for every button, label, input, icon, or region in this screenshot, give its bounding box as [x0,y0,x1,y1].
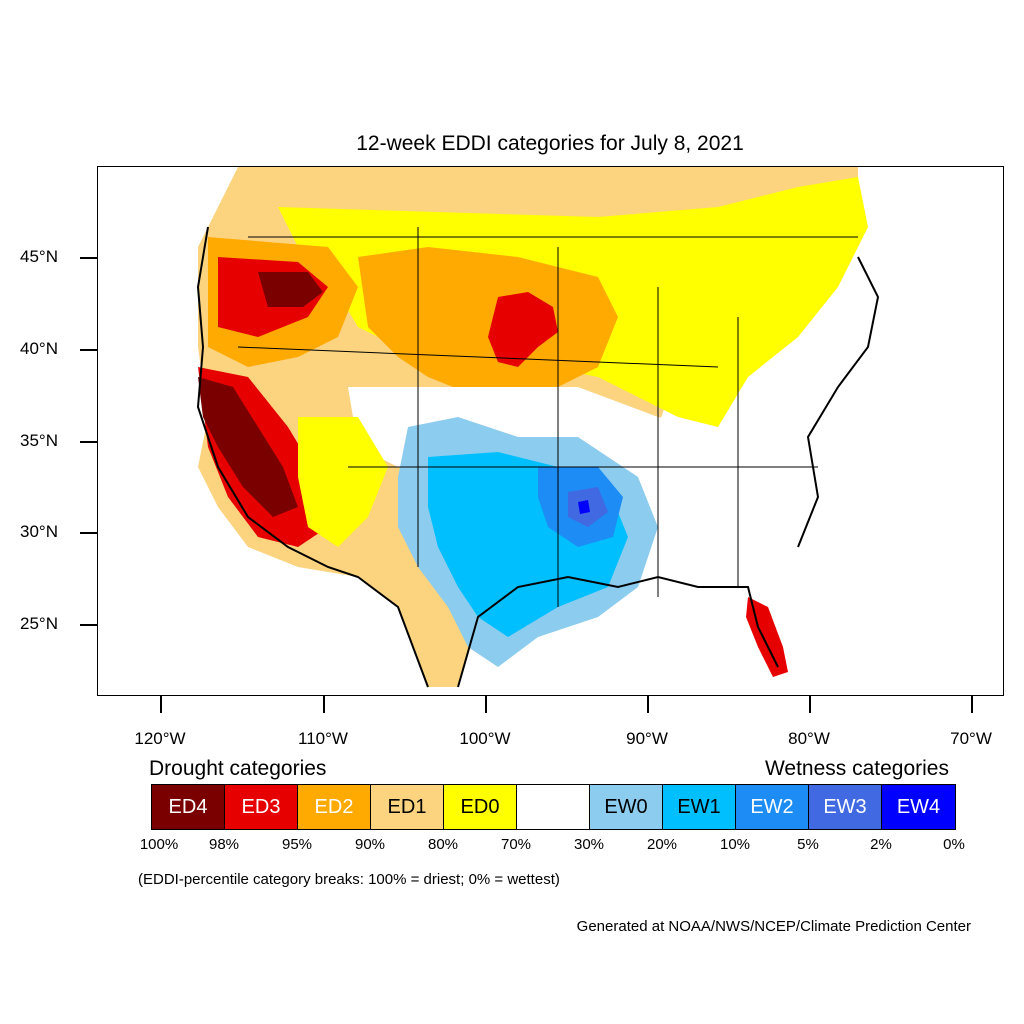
lat-tick [80,532,97,534]
lat-tick [80,624,97,626]
lon-tick [809,696,811,713]
region-ed3-plains [488,292,558,367]
percent-break-label: 5% [797,836,819,853]
percent-break-label: 2% [870,836,892,853]
percent-break-label: 30% [573,836,605,853]
lon-label-110: 110°W [298,729,348,748]
region-ed4-pnw [258,272,323,307]
region-ed2-plains [358,247,618,407]
lat-label-25: 25°N [20,614,58,633]
legend-box-ed1: ED1 [371,785,444,829]
percent-break-label: 90% [354,836,386,853]
percent-break-label: 20% [646,836,678,853]
category-note: (EDDI-percentile category breaks: 100% =… [138,871,560,888]
percent-break-label: 98% [208,836,240,853]
category-legend: ED4 ED3 ED2 ED1 ED0 EW0 EW1 EW2 EW3 EW4 [151,784,956,830]
percent-break-label: 70% [500,836,532,853]
lat-tick [80,257,97,259]
legend-box-ed4: ED4 [152,785,225,829]
legend-box-ew0: EW0 [590,785,663,829]
lon-label-80: 80°W [788,729,830,748]
region-ed0-southwest [298,417,388,547]
legend-box-ed0: ED0 [444,785,517,829]
lon-tick [647,696,649,713]
percent-break-label: 95% [281,836,313,853]
wetness-heading: Wetness categories [764,757,949,780]
eddi-map [196,167,880,688]
drought-heading: Drought categories [149,757,327,780]
region-ed3-florida [746,597,788,677]
map-panel [97,166,1004,696]
lat-label-40: 40°N [20,339,58,358]
legend-box-ew4: EW4 [882,785,955,829]
coastline [196,226,880,688]
lon-label-100: 100°W [459,729,511,748]
legend-box-ed2: ED2 [298,785,371,829]
state-boundaries [237,227,858,607]
legend-box-ew3: EW3 [809,785,882,829]
lon-tick [971,696,973,713]
lon-tick [160,696,162,713]
percent-break-label: 10% [719,836,751,853]
region-ew4-south [578,500,590,514]
percent-break-label: 0% [943,836,965,853]
lon-tick [485,696,487,713]
lon-label-70: 70°W [950,729,992,748]
credit-line: Generated at NOAA/NWS/NCEP/Climate Predi… [576,918,971,935]
lat-label-30: 30°N [20,522,58,541]
percent-break-label: 80% [427,836,459,853]
legend-box-ew2: EW2 [736,785,809,829]
region-ed4-ca [198,377,298,517]
lon-label-90: 90°W [626,729,668,748]
lon-label-120: 120°W [134,729,186,748]
legend-box-ed3: ED3 [225,785,298,829]
percent-break-label: 100% [139,836,179,853]
map-title: 12-week EDDI categories for July 8, 2021 [356,132,744,155]
legend-box-ew1: EW1 [663,785,736,829]
lat-label-45: 45°N [20,247,58,266]
lat-label-35: 35°N [20,431,58,450]
legend-box-neutral [517,785,590,829]
lat-tick [80,441,97,443]
lat-tick [80,349,97,351]
lon-tick [323,696,325,713]
